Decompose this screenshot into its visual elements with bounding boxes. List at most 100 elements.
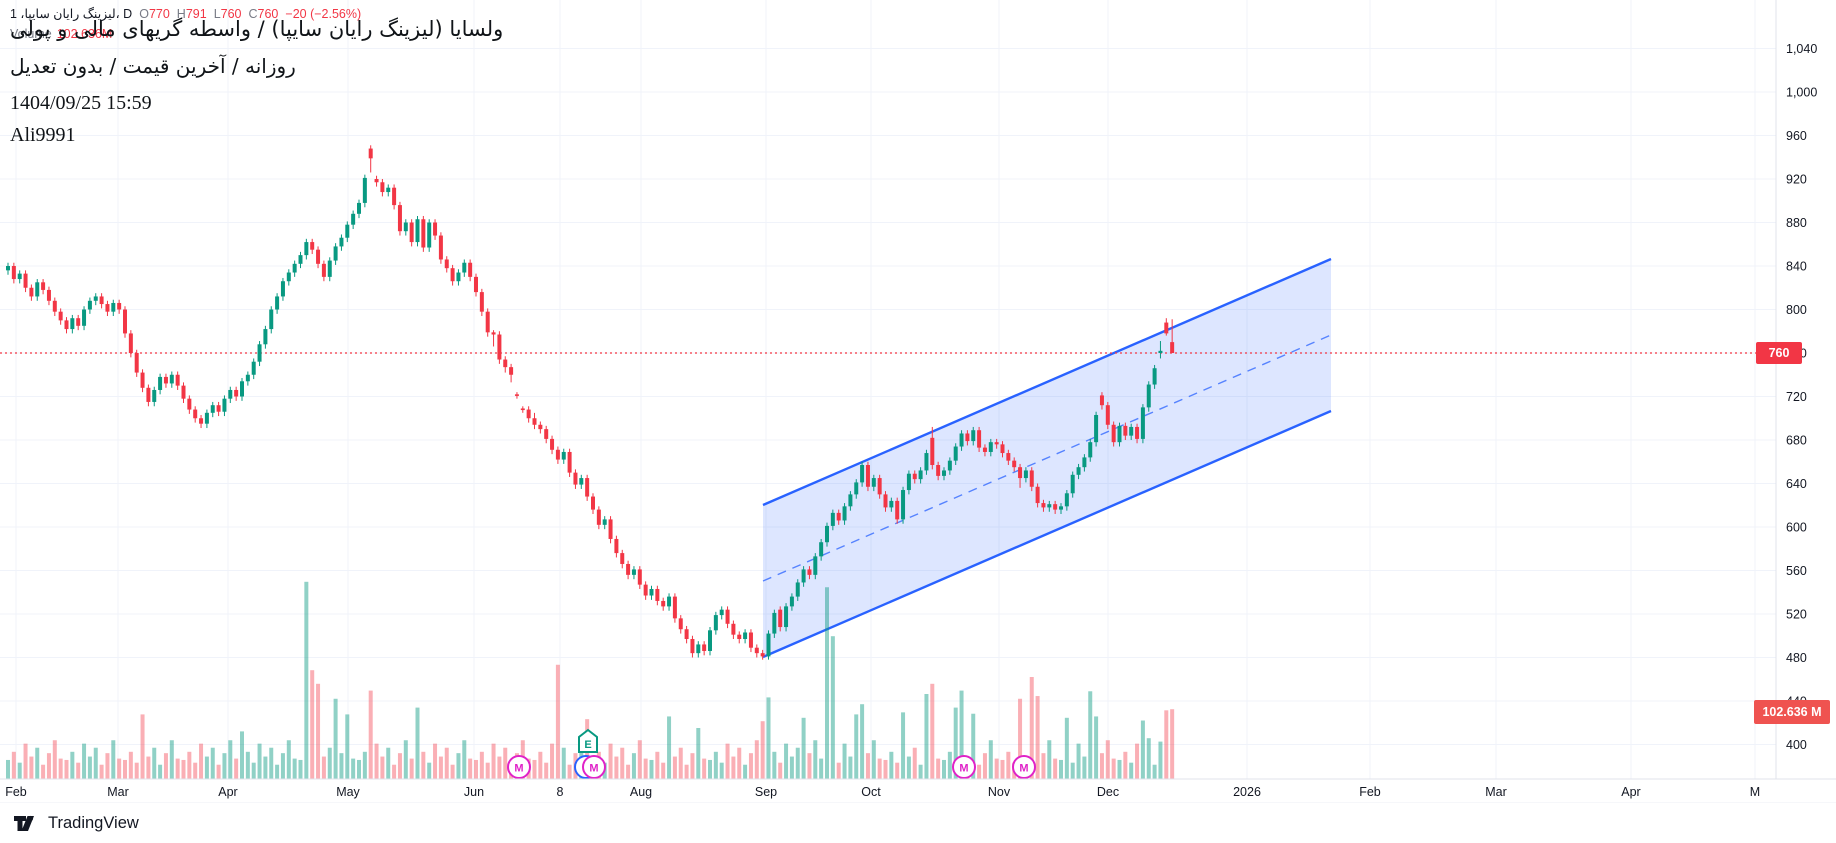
volume-legend[interactable]: Volume 102.636M — [10, 27, 112, 41]
volume-bar — [842, 743, 847, 779]
candle-body — [35, 282, 40, 297]
volume-bar — [105, 753, 110, 779]
volume-bar — [23, 743, 28, 779]
volume-bar — [930, 683, 935, 779]
candle-body — [737, 634, 742, 640]
dividend-marker-icon[interactable] — [1012, 755, 1036, 779]
volume-bar — [158, 764, 163, 779]
volume-bar — [491, 743, 496, 779]
symbol-interval: ، 1، D — [10, 7, 133, 21]
candle-body — [1070, 474, 1075, 494]
candle-body — [1053, 504, 1058, 510]
candle-body — [1082, 457, 1087, 468]
price-axis-label: 880 — [1786, 216, 1807, 230]
candle-body — [596, 509, 601, 525]
volume-bar — [614, 756, 619, 779]
candle-body — [1146, 384, 1151, 408]
volume-bar — [719, 762, 724, 779]
candle-body — [626, 563, 631, 575]
volume-bar — [1047, 740, 1052, 779]
volume-bar — [427, 762, 432, 779]
candle-body — [1158, 350, 1163, 353]
volume-bar — [766, 697, 771, 779]
price-axis-label: 960 — [1786, 129, 1807, 143]
price-axis-label: 920 — [1786, 173, 1807, 187]
volume-bar — [485, 762, 490, 779]
volume-bar — [789, 756, 794, 779]
volume-bar — [731, 756, 736, 779]
candle-body — [924, 453, 929, 471]
volume-bar — [854, 714, 859, 779]
candle-body — [643, 584, 648, 596]
candle-body — [82, 309, 87, 326]
volume-bar — [813, 740, 818, 779]
volume-bar — [327, 747, 332, 779]
time-axis-label: Apr — [218, 785, 237, 799]
candle-body — [520, 408, 525, 411]
volume-bar — [1059, 759, 1063, 779]
ohlc-key: H — [176, 7, 186, 21]
volume-bar — [883, 759, 888, 779]
volume-bar — [41, 764, 46, 779]
channel-mid-line[interactable] — [762, 334, 1332, 582]
candle-body — [848, 494, 853, 507]
time-axis-label: Mar — [107, 785, 129, 799]
volume-bar — [128, 751, 133, 779]
dividend-marker-icon[interactable] — [507, 755, 531, 779]
volume-bar — [713, 751, 718, 779]
candle-body — [199, 418, 204, 424]
candle-body — [1170, 342, 1175, 353]
volume-bar — [684, 764, 689, 779]
candle-body — [936, 465, 941, 476]
candle-body — [842, 506, 847, 521]
volume-bar — [1053, 758, 1058, 779]
candle-body — [947, 460, 952, 471]
volume-bar — [163, 753, 168, 779]
dividend-marker-icon[interactable] — [952, 755, 976, 779]
volume-bar — [245, 751, 250, 779]
candle-body — [357, 202, 361, 214]
candle-body — [942, 470, 946, 476]
price-axis-label: 600 — [1786, 521, 1807, 535]
candle-body — [988, 442, 993, 452]
volume-bar — [550, 743, 555, 779]
symbol-legend[interactable]: لیزینگ رایان سایپا، 1، D O770 H791 L760 C760… — [10, 6, 361, 21]
volume-bar — [240, 731, 244, 779]
candle-body — [725, 609, 730, 624]
candle-body — [298, 255, 303, 264]
volume-bar — [906, 756, 911, 779]
dividend-marker-icon[interactable] — [582, 755, 606, 779]
price-axis-label: 560 — [1786, 564, 1807, 578]
watermark-datetime: 1404/09/25 15:59 — [10, 92, 152, 114]
price-axis-label: 480 — [1786, 651, 1807, 665]
candle-body — [877, 478, 882, 495]
time-axis-label: May — [336, 785, 360, 799]
volume-bar — [286, 740, 291, 779]
volume-bar — [748, 753, 753, 779]
candle-body — [778, 609, 783, 628]
channel-upper-line[interactable] — [762, 257, 1332, 507]
candle-body — [567, 451, 572, 473]
earnings-marker-icon[interactable] — [578, 728, 598, 753]
symbol-name: لیزینگ رایان سایپا — [24, 7, 116, 21]
volume-bar — [877, 758, 882, 779]
candle-body — [509, 367, 514, 375]
candle-body — [175, 374, 180, 386]
candle-body — [292, 263, 297, 273]
volume-bar — [280, 753, 285, 779]
volume-bar — [263, 756, 268, 779]
candle-body — [1076, 467, 1081, 475]
volume-bar — [99, 764, 104, 779]
volume-bar — [433, 743, 438, 779]
volume-bar — [1094, 716, 1099, 779]
volume-bar — [889, 751, 894, 779]
candle-body — [456, 272, 461, 282]
volume-bar — [1135, 743, 1140, 779]
earnings-marker-letter: E — [584, 739, 591, 751]
candle-body — [105, 304, 110, 312]
channel-lower-line[interactable] — [762, 409, 1332, 659]
tradingview-logo[interactable]: TradingView — [14, 814, 139, 833]
ohlc-value: 760 — [257, 7, 279, 21]
candle-body — [6, 266, 10, 271]
